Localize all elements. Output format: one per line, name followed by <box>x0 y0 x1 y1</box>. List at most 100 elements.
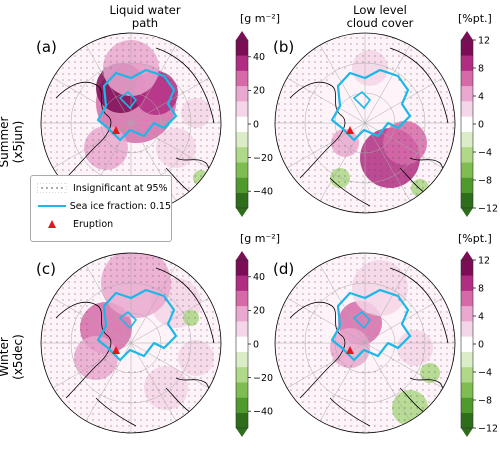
stipple-dot <box>44 419 46 421</box>
stipple-dot <box>404 371 406 373</box>
stipple-dot <box>302 73 304 75</box>
stipple-dot <box>434 49 436 51</box>
stipple-dot <box>200 49 202 51</box>
stipple-dot <box>374 425 376 427</box>
stipple-dot <box>398 187 400 189</box>
stipple-dot <box>338 139 340 141</box>
stipple-dot <box>440 79 442 81</box>
stipple-dot <box>416 257 418 259</box>
stipple-dot <box>224 79 225 80</box>
stipple-dot <box>134 49 136 51</box>
stipple-dot <box>338 401 340 403</box>
stipple-dot <box>74 323 76 325</box>
stipple-dot <box>218 187 220 189</box>
stipple-dot <box>38 287 39 288</box>
stipple-dot <box>386 281 388 283</box>
stipple-dot <box>176 67 178 69</box>
stipple-dot <box>200 67 202 69</box>
stipple-dot <box>206 49 208 51</box>
stipple-dot <box>428 431 430 433</box>
stipple-dot <box>200 169 202 171</box>
coastline <box>329 177 371 207</box>
stipple-dot <box>50 329 52 331</box>
stipple-dot <box>224 199 225 200</box>
stipple-dot <box>86 287 88 289</box>
stipple-dot <box>50 67 52 69</box>
stipple-dot <box>386 365 388 367</box>
stipple-dot <box>68 79 70 81</box>
stipple-dot <box>296 359 298 361</box>
stipple-dot <box>314 115 316 117</box>
stipple-dot <box>392 401 394 403</box>
stipple-dot <box>110 49 112 51</box>
stipple-dot <box>392 193 394 195</box>
stipple-dot <box>194 293 196 295</box>
stipple-dot <box>296 341 298 343</box>
stipple-dot <box>452 377 454 379</box>
stipple-dot <box>104 49 106 51</box>
stipple-dot <box>200 55 202 57</box>
stipple-dot <box>80 103 82 105</box>
stipple-dot <box>128 395 130 397</box>
stipple-dot <box>308 91 310 93</box>
stipple-dot <box>284 187 286 189</box>
stipple-dot <box>416 175 418 177</box>
colorbar-tick-label: 4 <box>478 311 484 322</box>
stipple-dot <box>44 281 46 283</box>
stipple-dot <box>428 251 429 252</box>
stipple-dot <box>128 257 130 259</box>
stipple-dot <box>284 323 286 325</box>
stipple-dot <box>398 169 400 171</box>
stipple-dot <box>344 205 346 207</box>
stipple-dot <box>404 263 406 265</box>
stipple-dot <box>56 335 58 337</box>
stipple-dot <box>362 269 364 271</box>
stipple-dot <box>218 311 220 313</box>
colorbar-tick-label: −40 <box>253 187 273 198</box>
stipple-dot <box>374 371 376 373</box>
stipple-dot <box>302 425 304 427</box>
stipple-dot <box>68 419 70 421</box>
stipple-dot <box>170 371 172 373</box>
stipple-dot <box>92 257 94 259</box>
stipple-dot <box>38 91 39 92</box>
stipple-dot <box>362 151 364 153</box>
stipple-dot <box>296 353 298 355</box>
colorbar-swatch <box>236 290 248 307</box>
stipple-dot <box>182 139 184 141</box>
stipple-dot <box>212 293 214 295</box>
stipple-dot <box>278 335 280 337</box>
stipple-dot <box>440 37 442 39</box>
stipple-dot <box>122 43 124 45</box>
stipple-dot <box>86 151 88 153</box>
stipple-dot <box>146 169 148 171</box>
stipple-dot <box>392 377 394 379</box>
stipple-dot <box>182 73 184 75</box>
stipple-dot <box>116 383 118 385</box>
stipple-dot <box>320 79 322 81</box>
stipple-dot <box>446 407 448 409</box>
stipple-dot <box>440 329 442 331</box>
stipple-dot <box>314 145 316 147</box>
stipple-dot <box>176 257 178 259</box>
stipple-dot <box>368 281 370 283</box>
stipple-dot <box>206 287 208 289</box>
stipple-dot <box>422 365 424 367</box>
coastline <box>389 267 449 344</box>
stipple-dot <box>182 121 184 123</box>
stipple-dot <box>296 157 298 159</box>
stipple-dot <box>38 127 39 128</box>
stipple-dot <box>326 293 328 295</box>
stipple-dot <box>224 299 225 300</box>
stipple-dot <box>452 157 454 159</box>
stipple-dot <box>128 263 130 265</box>
stipple-dot <box>278 181 280 183</box>
stipple-dot <box>74 49 76 51</box>
stipple-dot <box>80 55 82 57</box>
stipple-dot <box>296 335 298 337</box>
stipple-dot <box>440 269 442 271</box>
stipple-dot <box>170 353 172 355</box>
stipple-dot <box>398 251 399 252</box>
stipple-dot <box>398 287 400 289</box>
stipple-dot <box>446 199 448 201</box>
